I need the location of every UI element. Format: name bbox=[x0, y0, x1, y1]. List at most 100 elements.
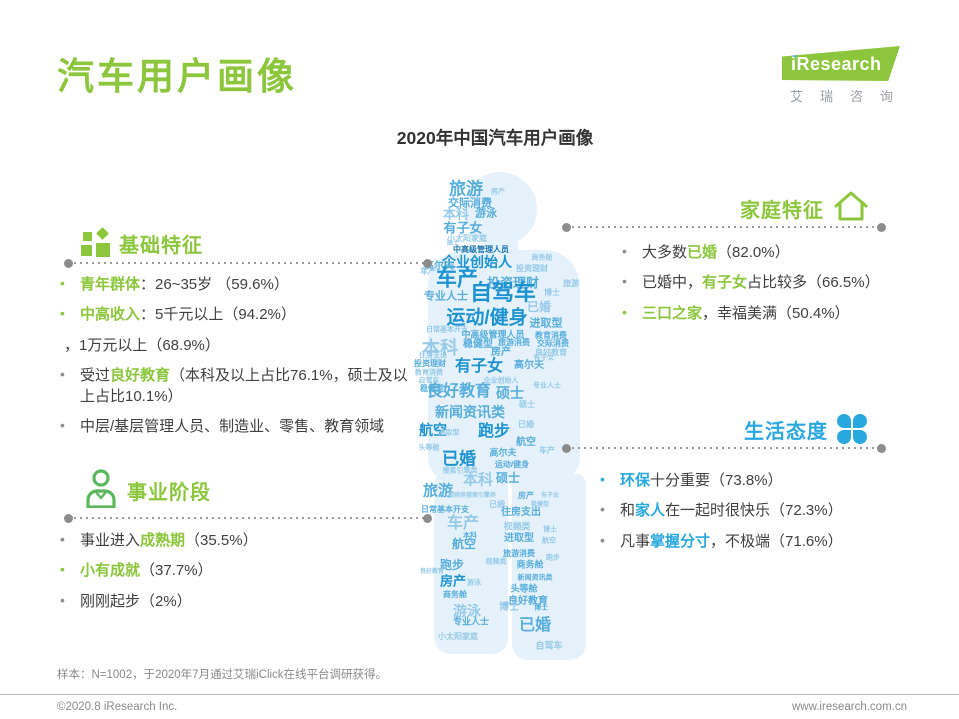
copyright-text: ©2020.8 iResearch Inc. bbox=[57, 701, 178, 713]
wordcloud-word: 本科 bbox=[462, 471, 494, 489]
bullet-dot: • bbox=[60, 275, 65, 291]
wordcloud-word: 商务舱 bbox=[443, 590, 467, 599]
wordcloud-word: 中高级管理人员 bbox=[453, 245, 509, 254]
wordcloud-word: 航空 bbox=[419, 422, 447, 438]
section-title: 生活态度 bbox=[744, 420, 828, 443]
page-title: 汽车用户画像 bbox=[57, 56, 297, 97]
bullet-text: 环保十分重要（73.8%） bbox=[620, 472, 783, 489]
dotted-divider bbox=[562, 222, 886, 232]
wordcloud-word: 进取型 bbox=[504, 533, 534, 544]
footer-divider bbox=[0, 694, 959, 695]
person-icon bbox=[84, 468, 118, 513]
bullet-dot: • bbox=[60, 591, 65, 608]
section-career-header: 事业阶段 bbox=[84, 468, 211, 513]
wordcloud-word: 高尔夫 bbox=[489, 447, 517, 458]
wordcloud-word: 博士 bbox=[499, 602, 519, 613]
wordcloud-word: 教育消费 bbox=[535, 331, 567, 340]
wordcloud-word: 投资理财 bbox=[486, 275, 540, 291]
wordcloud-word: 中高级管理人员 bbox=[461, 329, 525, 340]
wordcloud-word: 本科 bbox=[422, 338, 458, 358]
wordcloud-word: 进取型 bbox=[438, 429, 460, 437]
wordcloud-word: 游泳 bbox=[453, 603, 481, 619]
person-silhouette bbox=[463, 172, 537, 246]
wordcloud-word: 头等舱 bbox=[418, 444, 440, 452]
wordcloud-word: 旅游 bbox=[563, 279, 579, 288]
wordcloud-word: 住房支出 bbox=[419, 352, 447, 360]
person-silhouette bbox=[512, 474, 586, 660]
bullet-dot: • bbox=[60, 531, 65, 547]
wordcloud-word: 搜索引擎类 bbox=[442, 467, 478, 475]
wordcloud-word: 企业创始人 bbox=[442, 254, 512, 270]
bullet-dot: • bbox=[60, 365, 65, 382]
wordcloud-word: 航空 bbox=[451, 537, 477, 551]
bullet-item: • 和家人在一起时很快乐（72.3%） bbox=[600, 500, 900, 521]
wordcloud-word: 头等舱 bbox=[510, 583, 538, 594]
wordcloud-word: 住房支出 bbox=[501, 507, 541, 518]
wordcloud-word: 车产 bbox=[539, 446, 555, 455]
wordcloud-word: 本科 bbox=[442, 206, 470, 222]
wordcloud-word: 进取型 bbox=[529, 317, 563, 330]
bullet-dot: • bbox=[600, 531, 605, 548]
wordcloud-word: 高尔夫 bbox=[424, 261, 454, 272]
bullet-item: • 小有成就（37.7%） bbox=[60, 560, 420, 581]
bullet-dot: • bbox=[60, 561, 65, 578]
wordcloud-word: 旅游 bbox=[449, 179, 483, 199]
bullet-dot: • bbox=[600, 501, 605, 518]
bullet-item: • 青年群体：26~35岁 （59.6%） bbox=[60, 274, 420, 295]
wordcloud-word: 博士 bbox=[534, 604, 548, 612]
wordcloud-word: 旅游 bbox=[422, 482, 454, 500]
wordcloud-word: 稳健型 bbox=[530, 502, 550, 508]
wordcloud-word: 专业人士 bbox=[424, 290, 468, 303]
bullet-item: • 凡事掌握分寸，不极端（71.6%） bbox=[600, 531, 900, 552]
wordcloud-word: 跑步 bbox=[477, 423, 511, 440]
logo-wordmark: iResearch bbox=[791, 54, 882, 74]
bullet-item: • 中高收入：5千元以上（94.2%） bbox=[60, 304, 420, 325]
wordcloud-word: 新闻资讯类 bbox=[435, 404, 505, 420]
bullet-dot: • bbox=[622, 303, 627, 320]
wordcloud-word: 硕士 bbox=[496, 385, 524, 401]
wordcloud-word: 有子女 bbox=[443, 220, 483, 236]
bullet-item: ，1万元以上（68.9%） bbox=[60, 335, 420, 356]
logo-i-dot-icon bbox=[792, 52, 797, 57]
bullet-dot: • bbox=[622, 243, 627, 259]
wordcloud-word: 已婚 bbox=[518, 420, 534, 429]
wordcloud-word: 运动/健身 bbox=[494, 460, 530, 469]
person-silhouette bbox=[428, 250, 580, 482]
wordcloud-word: 新闻资讯类 bbox=[517, 574, 553, 582]
wordcloud-word: 专业人士 bbox=[452, 616, 490, 627]
wordcloud-word: 有子女 bbox=[454, 358, 504, 375]
section-title: 家庭特征 bbox=[740, 200, 824, 222]
wordcloud-word: 航空 bbox=[542, 537, 556, 545]
bullet-item: • 大多数已婚（82.0%） bbox=[622, 242, 888, 263]
wordcloud-word: 良好教育 bbox=[419, 569, 445, 575]
house-icon bbox=[833, 190, 869, 227]
wordcloud-word: 硕士 bbox=[495, 471, 521, 485]
iresearch-logo: iResearch 艾瑞咨询 bbox=[782, 46, 910, 105]
wordcloud-word: 投资理财 bbox=[414, 359, 446, 368]
dotted-divider bbox=[562, 443, 886, 453]
wordcloud-word: 小太阳家庭 bbox=[447, 234, 487, 243]
wordcloud-word: 有子女 bbox=[533, 354, 555, 362]
wordcloud-word: 车产 bbox=[436, 267, 478, 291]
wordcloud-word: 跑步 bbox=[546, 554, 560, 562]
wordcloud-word: 日常基本开支 bbox=[421, 505, 469, 514]
wordcloud-word: 旅游消费 bbox=[498, 338, 530, 347]
wordcloud-word: 自驾车 bbox=[535, 640, 563, 651]
section-title: 基础特征 bbox=[119, 234, 203, 257]
bullet-dot: • bbox=[60, 305, 65, 322]
dotted-divider bbox=[64, 258, 432, 268]
bullet-dot: • bbox=[60, 417, 65, 434]
wordcloud-word: 日常基本开支 bbox=[426, 326, 468, 334]
wordcloud-word: 本科 bbox=[463, 532, 477, 540]
wordcloud-word: 商务舱 bbox=[531, 254, 553, 262]
wordcloud-word: 房产 bbox=[518, 491, 534, 500]
logo-chinese-name: 艾瑞咨询 bbox=[790, 89, 911, 104]
section-basic-items: • 青年群体：26~35岁 （59.6%） • 中高收入：5千元以上（94.2%） ，1… bbox=[60, 274, 420, 447]
bullet-text: 受过良好教育（本科及以上占比76.1%，硕士及以上占比10.1%） bbox=[80, 366, 408, 406]
wordcloud-word: 交际消费 bbox=[537, 339, 569, 348]
wordcloud-word: 跑步 bbox=[439, 558, 465, 572]
wordcloud-word: 有子女 bbox=[540, 493, 560, 499]
wordcloud-word: 小太阳家庭 bbox=[438, 632, 478, 641]
dotted-divider bbox=[64, 513, 432, 523]
wordcloud-word: 高尔夫 bbox=[514, 360, 544, 371]
